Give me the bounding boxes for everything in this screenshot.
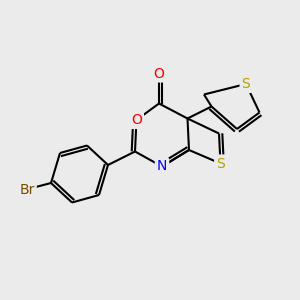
Text: S: S <box>216 157 225 170</box>
Text: O: O <box>131 113 142 127</box>
Text: Br: Br <box>19 184 35 197</box>
Text: O: O <box>154 67 164 80</box>
Text: S: S <box>242 77 250 91</box>
Text: N: N <box>157 160 167 173</box>
